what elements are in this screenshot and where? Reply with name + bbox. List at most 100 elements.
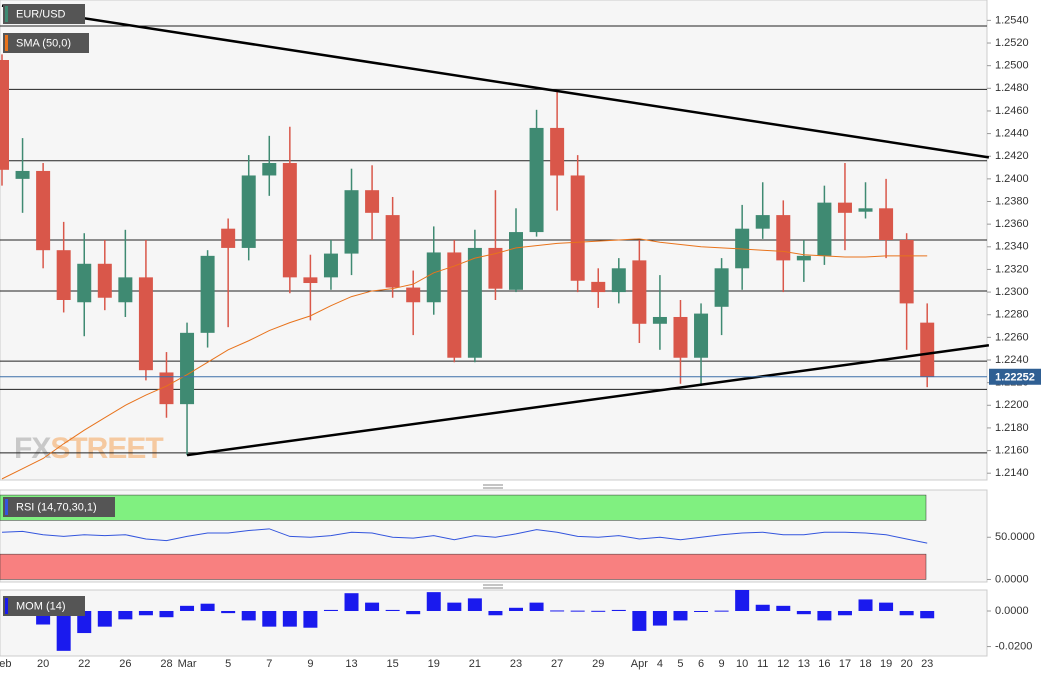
legend-swatch <box>5 598 8 614</box>
x-tick-label: 10 <box>736 658 748 670</box>
candle-body <box>241 175 256 248</box>
mom-bar <box>200 603 215 611</box>
x-tick-label: 19 <box>428 658 440 670</box>
y-tick-label: 50.0000 <box>995 531 1035 543</box>
x-tick-label: 28 <box>160 658 172 670</box>
candle-body <box>488 247 503 289</box>
candle-body <box>550 127 565 176</box>
candle-body <box>755 215 770 229</box>
candle-body <box>365 190 380 213</box>
candle-body <box>796 255 811 261</box>
candle-body <box>529 127 544 233</box>
mom-bar <box>632 610 647 631</box>
candle-body <box>632 260 647 324</box>
mom-bar <box>77 610 92 634</box>
legend-box[interactable] <box>3 4 85 24</box>
legend-swatch <box>5 6 8 22</box>
candle-body <box>611 268 626 293</box>
mom-bar <box>879 602 894 611</box>
candle-body <box>467 247 482 358</box>
y-tick-label: 1.2140 <box>995 467 1029 479</box>
candle-body <box>426 252 441 303</box>
candle-body <box>221 228 236 248</box>
x-tick-label: Feb <box>0 658 11 670</box>
candle-body <box>447 252 462 358</box>
mom-bar <box>365 602 380 611</box>
x-tick-label: 15 <box>387 658 399 670</box>
candle-body <box>200 255 215 333</box>
candle-body <box>385 215 400 288</box>
candle-body <box>694 313 709 358</box>
y-tick-label: 1.2460 <box>995 105 1029 117</box>
y-tick-label: 1.2480 <box>995 82 1029 94</box>
legend-box[interactable] <box>3 497 115 517</box>
mom-bar <box>385 609 400 611</box>
divider-grip[interactable] <box>483 484 503 589</box>
candle-body <box>406 287 421 303</box>
candle-body <box>159 372 174 405</box>
y-tick-label: 1.2240 <box>995 354 1029 366</box>
y-tick-label: 1.2540 <box>995 14 1029 26</box>
mom-bar <box>344 593 359 611</box>
y-tick-label: 1.2500 <box>995 60 1029 72</box>
mom-bar <box>97 610 112 627</box>
candle-body <box>138 277 153 371</box>
x-tick-label: 17 <box>839 658 851 670</box>
mom-bar <box>796 610 811 615</box>
legend-box[interactable] <box>3 596 85 616</box>
candle-body <box>879 208 894 240</box>
candle-body <box>118 277 133 303</box>
legend-label: SMA (50,0) <box>16 37 71 49</box>
x-tick-label: 22 <box>78 658 90 670</box>
candle-body <box>77 263 92 303</box>
x-tick-label: 11 <box>757 658 768 670</box>
watermark-fx: FX <box>14 432 51 465</box>
mom-bar <box>467 598 482 611</box>
candle-body <box>858 208 873 212</box>
x-tick-label: Mar <box>178 658 197 670</box>
mom-bar <box>570 610 585 612</box>
mom-bar <box>837 610 852 616</box>
y-tick-label: 1.2280 <box>995 309 1029 321</box>
x-tick-label: 13 <box>345 658 357 670</box>
candle-body <box>776 215 791 261</box>
y-tick-label: 1.2400 <box>995 173 1029 185</box>
trend-line <box>186 344 990 457</box>
x-tick-label: 20 <box>901 658 913 670</box>
y-tick-label: 1.2360 <box>995 218 1029 230</box>
mom-bar <box>899 610 914 616</box>
y-tick-label: 1.2520 <box>995 37 1029 49</box>
y-tick-label: 0.0000 <box>995 573 1029 585</box>
legend-box[interactable] <box>3 33 89 53</box>
candle-body <box>15 170 30 179</box>
x-tick-label: 18 <box>859 658 871 670</box>
mom-bar <box>611 609 626 611</box>
y-tick-label: 1.2440 <box>995 127 1029 139</box>
y-tick-label: 0.0000 <box>995 605 1029 617</box>
candle-body <box>899 240 914 304</box>
x-tick-label: 5 <box>677 658 683 670</box>
candle-body <box>652 316 667 324</box>
x-tick-label: 5 <box>225 658 231 670</box>
candle-body <box>591 281 606 293</box>
mom-bar <box>714 610 729 612</box>
candle-body <box>817 202 832 256</box>
candle-body <box>920 322 935 377</box>
y-tick-label: 1.2320 <box>995 263 1029 275</box>
mom-bar <box>652 610 667 626</box>
mom-bar <box>735 590 750 611</box>
candle-body <box>735 228 750 269</box>
candle-body <box>837 202 852 213</box>
x-tick-label: 23 <box>510 658 522 670</box>
mom-bar <box>323 609 338 611</box>
mom-bar <box>550 610 565 612</box>
candle-body <box>570 175 585 281</box>
candle-body <box>323 253 338 278</box>
last-price-tag <box>989 368 1041 385</box>
x-tick-label: 9 <box>719 658 725 670</box>
mom-bar <box>920 610 935 619</box>
band <box>0 553 927 580</box>
mom-bar <box>426 592 441 611</box>
candle-body <box>56 250 71 300</box>
